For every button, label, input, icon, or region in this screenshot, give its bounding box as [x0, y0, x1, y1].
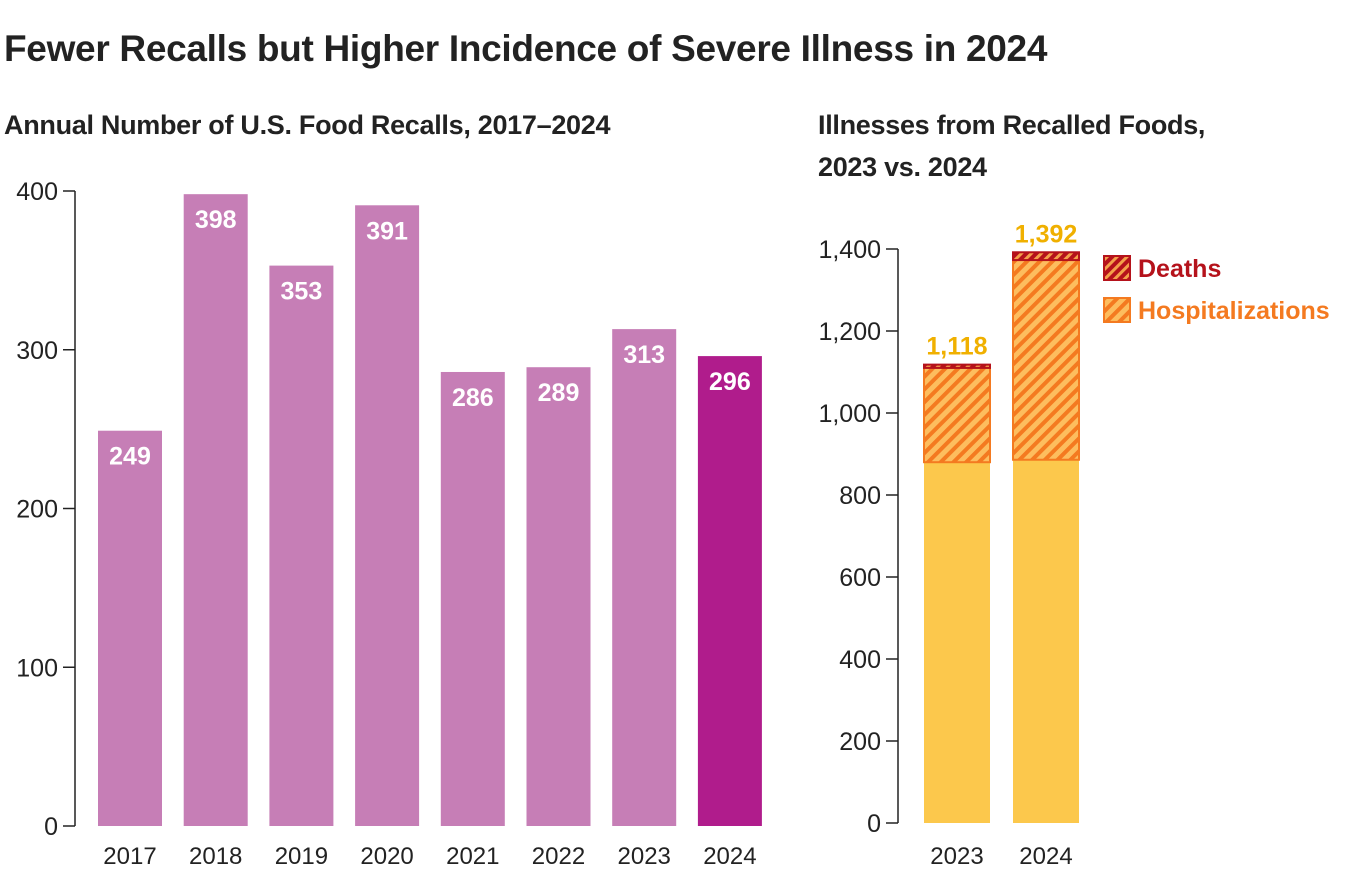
bar-2020	[355, 205, 420, 827]
total-label: 1,118	[926, 333, 987, 361]
y-tick-label: 0	[44, 813, 58, 841]
bar-value-label: 289	[538, 379, 580, 407]
bar-value-label: 296	[709, 368, 751, 396]
bar-2023	[612, 329, 677, 826]
right-chart-title-line2: 2023 vs. 2024	[818, 152, 987, 182]
x-tick-label: 2024	[1019, 843, 1072, 870]
chart-title: Fewer Recalls but Higher Incidence of Se…	[4, 28, 1048, 69]
bar-2022	[526, 367, 591, 826]
bar-2024-hospitalizations	[1012, 259, 1080, 461]
right-chart-title: Illnesses from Recalled Foods, 2023 vs. …	[818, 104, 1205, 188]
legend-swatch-deaths	[1103, 255, 1131, 281]
bar-value-label: 286	[452, 384, 494, 412]
y-tick-label: 300	[16, 337, 58, 365]
y-tick-label: 100	[16, 654, 58, 682]
x-tick-label: 2024	[703, 843, 756, 870]
bar-value-label: 249	[109, 443, 151, 471]
bar-value-label: 391	[366, 217, 408, 245]
y-tick-label: 200	[16, 496, 58, 524]
x-tick-label: 2022	[532, 843, 585, 870]
y-tick-label: 1,400	[818, 236, 881, 264]
y-tick-label: 400	[16, 178, 58, 206]
y-tick-label: 400	[839, 646, 881, 674]
y-tick-label: 1,000	[818, 400, 881, 428]
bar-2023-deaths	[923, 363, 991, 369]
bar-value-label: 313	[623, 341, 665, 369]
bar-2017	[98, 430, 162, 826]
x-tick-label: 2023	[618, 843, 671, 870]
x-tick-label: 2017	[103, 843, 156, 870]
bar-2024	[697, 356, 762, 826]
x-tick-label: 2023	[930, 843, 983, 870]
bar-2024-deaths	[1012, 251, 1080, 262]
bar-2018	[183, 194, 248, 827]
bar-2021	[440, 371, 505, 826]
y-tick-label: 800	[839, 482, 881, 510]
x-tick-label: 2019	[275, 843, 328, 870]
left-chart-title: Annual Number of U.S. Food Recalls, 2017…	[4, 110, 611, 140]
y-tick-label: 0	[867, 810, 881, 838]
bar-2023-other	[924, 462, 990, 823]
y-tick-label: 1,200	[818, 318, 881, 346]
x-tick-label: 2021	[446, 843, 499, 870]
x-tick-label: 2018	[189, 843, 242, 870]
total-label: 1,392	[1015, 220, 1078, 248]
y-tick-label: 200	[839, 728, 881, 756]
legend-label-deaths: Deaths	[1138, 255, 1221, 283]
bar-2019	[269, 265, 334, 826]
bar-2023-hospitalizations	[923, 366, 991, 464]
right-chart-title-line1: Illnesses from Recalled Foods,	[818, 110, 1206, 140]
legend-swatch-hospitalizations	[1103, 297, 1131, 323]
y-tick-label: 600	[839, 564, 881, 592]
bar-2024-other	[1013, 459, 1079, 823]
legend-label-hospitalizations: Hospitalizations	[1138, 297, 1330, 325]
bar-value-label: 353	[281, 278, 323, 306]
bar-value-label: 398	[195, 206, 237, 234]
x-tick-label: 2020	[360, 843, 413, 870]
